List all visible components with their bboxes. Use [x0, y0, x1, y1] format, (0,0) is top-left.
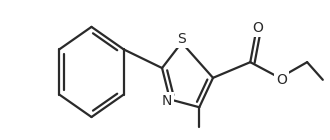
Text: O: O	[253, 21, 264, 35]
Text: O: O	[276, 73, 287, 87]
Text: S: S	[177, 32, 186, 46]
Text: N: N	[162, 94, 172, 108]
